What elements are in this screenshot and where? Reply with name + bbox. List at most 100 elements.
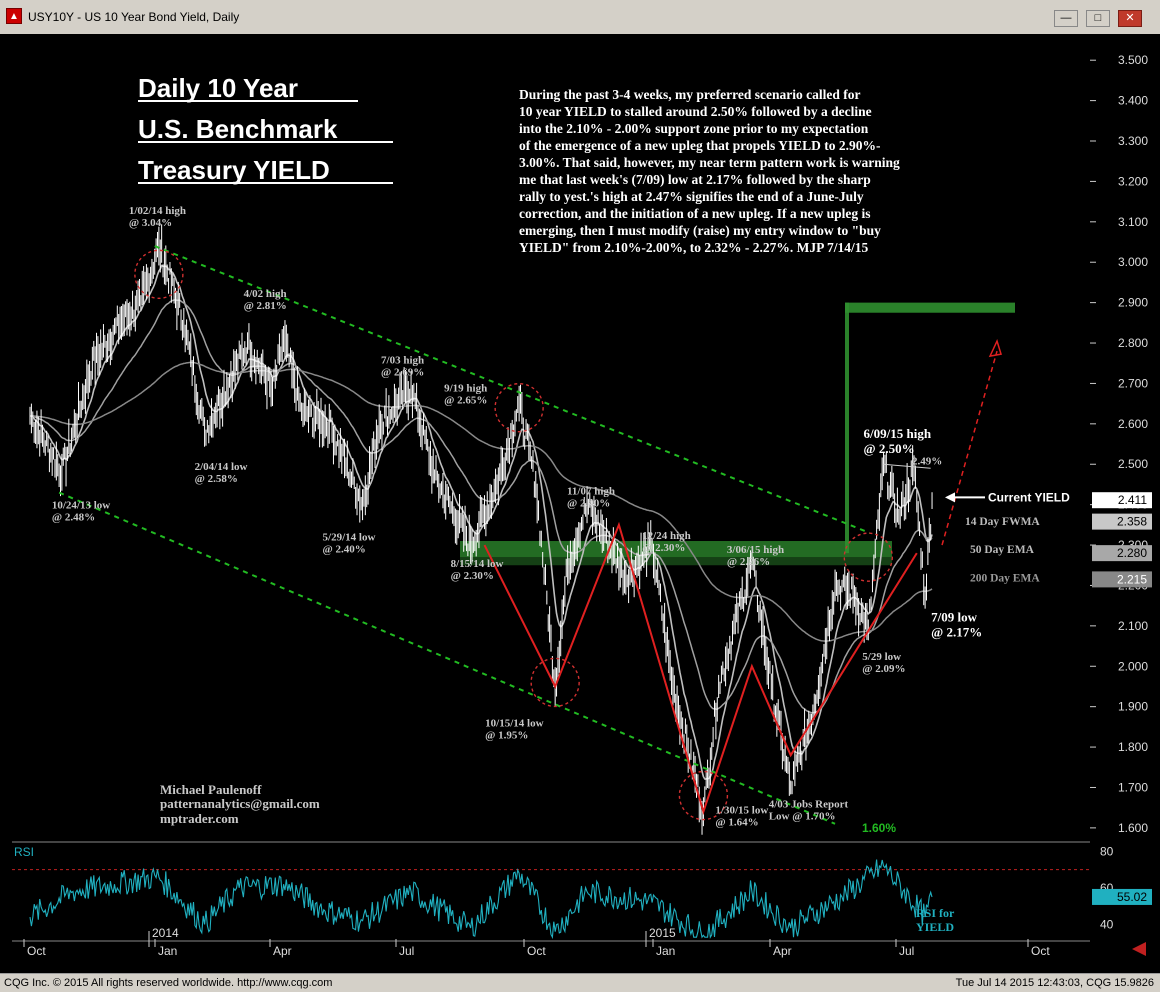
y-tick-label: 3.000 — [1118, 255, 1148, 269]
commentary-line: emerging, then I must modify (raise) my … — [519, 223, 881, 238]
commentary-line: 3.00%. That said, however, my near term … — [519, 155, 900, 170]
x-tick-label: Jul — [399, 944, 414, 958]
window-title: USY10Y - US 10 Year Bond Yield, Daily — [28, 10, 240, 24]
y-tick-label: 3.100 — [1118, 215, 1148, 229]
pivot-annotation-text: @ 2.17% — [931, 625, 982, 640]
pivot-annotation-text: 1/30/15 low — [715, 805, 768, 817]
pivot-annotation-text: 2.49% — [912, 455, 942, 467]
pivot-annotation-text: @ 2.65% — [444, 395, 487, 407]
channel-lower-line — [58, 491, 836, 825]
current-value-text: 2.280 — [1117, 546, 1147, 560]
x-tick-label: Jan — [656, 944, 675, 958]
chart-title-line: U.S. Benchmark — [138, 114, 338, 144]
pivot-circle — [678, 770, 729, 821]
pivot-annotation-text: @ 2.26% — [727, 556, 770, 568]
chart-app-icon: ▲ — [6, 8, 22, 24]
pivot-annotation-text: 8/15/14 low — [451, 558, 504, 570]
overlay-legend: Current YIELD 14 Day FWMA 50 Day EMA 200 Da… — [945, 490, 1152, 588]
current-value-box — [1092, 513, 1152, 530]
pivot-circles — [134, 249, 894, 821]
y-tick-label: 1.700 — [1118, 780, 1148, 794]
wave-count-polyline — [483, 521, 918, 816]
chart-background — [0, 34, 1160, 973]
pivot-annotation-text: 12/24 high — [642, 530, 691, 542]
y-tick-label: 2.500 — [1118, 457, 1148, 471]
chart-canvas[interactable]: 3.500 3.400 3.300 3.200 3.100 3.000 2.900 2.800… — [0, 34, 1160, 973]
x-tick-label: Jul — [899, 944, 914, 958]
author-name: Michael Paulenoff — [160, 782, 262, 797]
commentary-line: rally to yest.'s high at 2.47% signifies… — [519, 189, 864, 204]
moving-averages — [29, 264, 933, 780]
rsi-value-text: 55.02 — [1117, 890, 1147, 904]
y-tick-label: 1.800 — [1118, 740, 1148, 754]
y-tick-label: 3.400 — [1118, 94, 1148, 108]
pivot-annotation-text: @ 2.30% — [451, 570, 494, 582]
current-yield-arrowhead — [945, 492, 955, 503]
fwma-label: 14 Day FWMA — [965, 516, 1040, 528]
y-tick-label: 2.800 — [1118, 336, 1148, 350]
channel-bottom-label: 1.60% — [862, 821, 896, 835]
rsi-title: RSI — [14, 845, 34, 859]
commentary-line: into the 2.10% - 2.00% support zone prio… — [519, 121, 869, 136]
pivot-annotation-text: 5/29 low — [862, 651, 901, 663]
current-value-text: 2.411 — [1118, 493, 1147, 507]
minimize-button[interactable]: — — [1054, 10, 1078, 27]
pivot-annotation-text: 2/04/14 low — [195, 461, 248, 473]
rsi-label: YIELD — [916, 920, 954, 934]
pivot-annotation-text: 10/15/14 low — [485, 717, 543, 729]
ema50-label: 50 Day EMA — [970, 544, 1035, 556]
commentary-line: 10 year YIELD to stalled around 2.50% fo… — [519, 104, 872, 119]
pivot-annotation-text: @ 3.04% — [129, 217, 172, 229]
commentary-line: of the emergence of a new upleg that pro… — [519, 138, 880, 153]
maximize-button[interactable]: □ — [1086, 10, 1110, 27]
time-axis: Oct 2014 Jan Apr Jul Oct 2015 Jan Apr Jul Oct — [23, 926, 1146, 958]
x-tick-label: Oct — [1031, 944, 1050, 958]
current-value-text: 2.358 — [1117, 515, 1147, 529]
author-email: patternanalytics@gmail.com — [160, 796, 320, 811]
pivot-circle — [530, 657, 580, 708]
pivot-annotation-text: @ 2.30% — [642, 542, 685, 554]
y-tick-label: 1.900 — [1118, 700, 1148, 714]
channel-upper-line — [154, 245, 871, 534]
pivot-annotation-text: 4/02 high — [244, 288, 287, 300]
rsi-line — [29, 859, 933, 940]
x-tick-label: Apr — [273, 944, 292, 958]
commentary-line: correction, and the initiation of a new … — [519, 206, 871, 221]
pivot-annotation-text: @ 2.81% — [244, 300, 287, 312]
author-block: Michael Paulenoff patternanalytics@gmail… — [160, 782, 320, 826]
pivot-circle — [843, 532, 894, 582]
projection-arrow-head — [988, 339, 1003, 358]
y-tick-label: 3.200 — [1118, 174, 1148, 188]
x-tick-label: Oct — [27, 944, 46, 958]
close-button[interactable]: ✕ — [1118, 10, 1142, 27]
status-bar: CQG Inc. © 2015 All rights reserved worl… — [0, 973, 1160, 992]
ema50-line — [29, 299, 933, 714]
y-tick-label: 2.100 — [1118, 619, 1148, 633]
x-tick-label: 2015 — [649, 926, 676, 940]
rsi-tick-label: 80 — [1100, 844, 1114, 858]
scroll-left-icon[interactable] — [1132, 942, 1146, 956]
pivot-annotation-text: 11/07 high — [567, 486, 615, 498]
pivot-annotation-text: @ 2.58% — [195, 473, 238, 485]
chart-title-line: Treasury YIELD — [138, 155, 330, 185]
y-tick-label: 3.500 — [1118, 53, 1148, 67]
commentary-line: YIELD" from 2.10%-2.00%, to 2.32% - 2.27… — [519, 240, 868, 255]
rsi-tick-label: 40 — [1100, 917, 1114, 931]
x-tick-label: Apr — [773, 944, 792, 958]
y-tick-label: 2.900 — [1118, 296, 1148, 310]
x-tick-label: 2014 — [152, 926, 179, 940]
pivot-annotation-text: 4/03 Jobs Report — [769, 798, 849, 810]
pivot-annotation-text: @ 1.64% — [715, 817, 758, 829]
pivot-annotation-text: 5/29/14 low — [323, 532, 376, 544]
current-value-box — [1092, 571, 1152, 588]
rsi-value-box — [1092, 888, 1152, 905]
pivot-annotation-text: 7/09 low — [931, 610, 977, 625]
status-timestamp: Tue Jul 14 2015 12:43:03, CQG 15.9826 — [955, 977, 1154, 989]
pivot-annotation-text: @ 2.40% — [323, 544, 366, 556]
commentary-line: During the past 3-4 weeks, my preferred … — [519, 87, 860, 102]
trend-channel: 1.60% — [58, 245, 896, 835]
pivot-annotation-text: @ 2.09% — [862, 663, 905, 675]
ema200-line — [30, 361, 933, 642]
pivot-annotation-text: 1/02/14 high — [129, 205, 186, 217]
y-tick-label: 2.700 — [1118, 376, 1148, 390]
